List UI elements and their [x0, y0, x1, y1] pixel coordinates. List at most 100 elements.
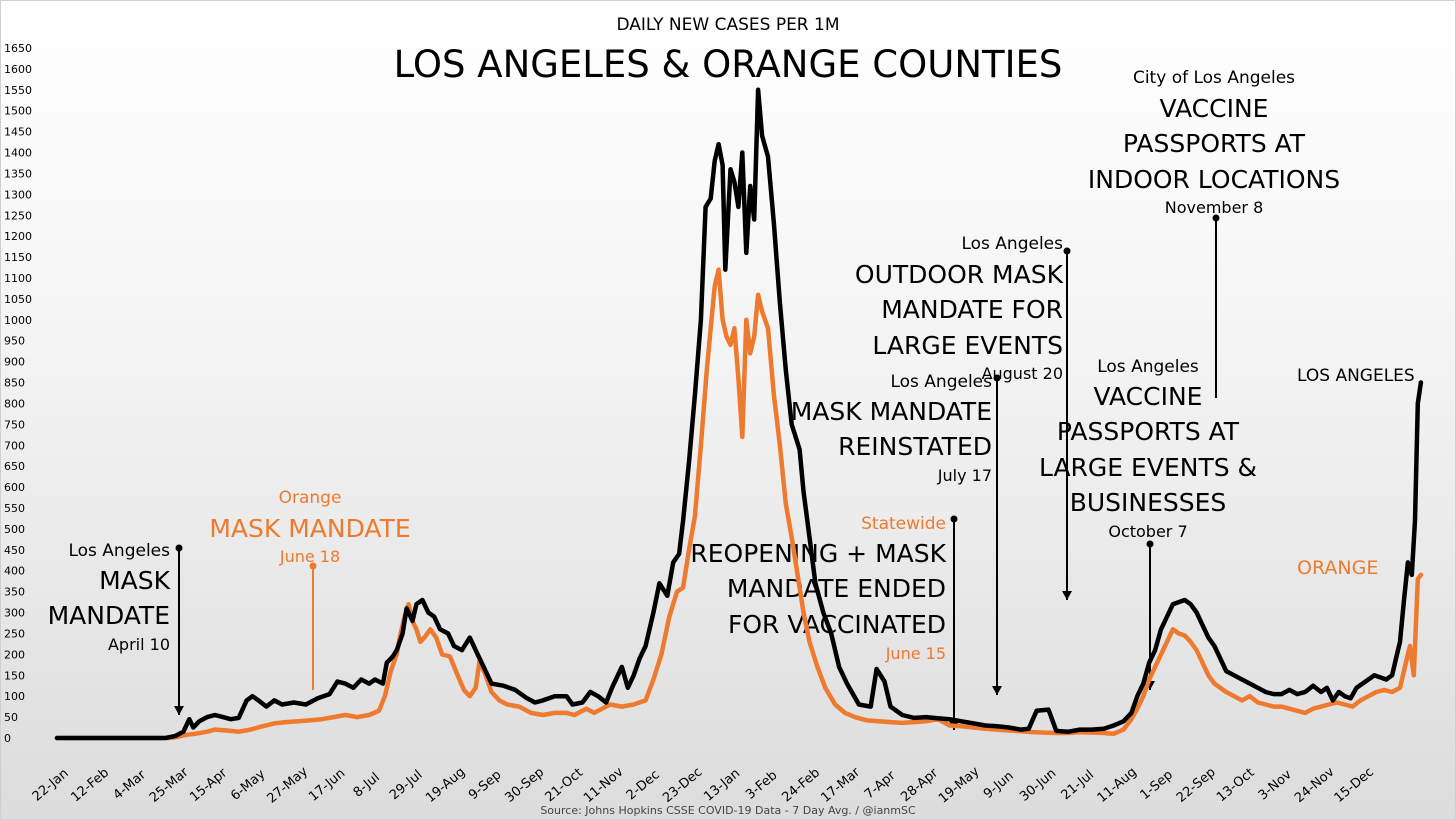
annotation-a3: REOPENING + MASK MANDATE ENDED FOR VACCINA… [690, 515, 959, 730]
y-axis: 0 50 100 150 200 250 300 350 400 450 500 550 600 650 7… [4, 42, 32, 745]
x-tick-label: 7-Apr [862, 768, 899, 803]
annotation-dot [309, 562, 317, 570]
y-tick-label: 1550 [4, 84, 32, 97]
annotation-date: June 18 [279, 547, 340, 566]
annotation-headline: INDOOR LOCATIONS [1088, 165, 1340, 194]
x-tick-label: 17-Mar [818, 764, 863, 805]
y-tick-label: 1650 [4, 42, 32, 55]
series-label-orange: ORANGE [1297, 557, 1378, 579]
annotation-location: Orange [279, 488, 342, 508]
annotation-headline: REINSTATED [838, 432, 992, 461]
x-tick-label: 1-Sep [1138, 768, 1176, 804]
chart-title: LOS ANGELES & ORANGE COUNTIES [394, 43, 1063, 86]
x-tick-label: 25-Mar [147, 764, 192, 805]
annotation-headline: VACCINE [1160, 94, 1269, 123]
y-tick-label: 1200 [4, 230, 32, 243]
x-tick-label: 8-Jul [351, 770, 383, 800]
annotation-headline: MANDATE ENDED [727, 574, 946, 603]
annotation-a6: Los Angeles VACCINE PASSPORTS AT LARGE EVEN… [1039, 357, 1257, 690]
annotation-a5: Los Angeles OUTDOOR MASK MANDATE FOR LARGE … [855, 234, 1072, 600]
y-tick-label: 650 [4, 460, 25, 473]
annotation-arrowhead [992, 686, 1002, 695]
y-tick-label: 400 [4, 565, 25, 578]
y-tick-label: 1050 [4, 293, 32, 306]
annotation-headline: MASK [99, 566, 171, 595]
annotation-location: Los Angeles [890, 372, 992, 392]
x-tick-label: 30-Sep [502, 765, 547, 806]
y-tick-label: 750 [4, 418, 25, 431]
y-tick-label: 100 [4, 690, 25, 703]
y-tick-label: 450 [4, 544, 25, 557]
x-tick-label: 15-Apr [187, 765, 230, 805]
x-tick-label: 21-Jul [1059, 767, 1097, 803]
annotation-arrowhead [174, 706, 184, 715]
annotation-headline: REOPENING + MASK [690, 539, 946, 568]
y-tick-label: 950 [4, 335, 25, 348]
x-tick-label: 21-Oct [543, 765, 586, 805]
y-tick-label: 1350 [4, 167, 32, 180]
annotation-a4: Los Angeles MASK MANDATE REINSTATED July 17 [791, 372, 1002, 695]
annotation-date: October 7 [1108, 522, 1187, 541]
x-tick-label: 13-Jan [701, 766, 743, 804]
y-tick-label: 200 [4, 648, 25, 661]
x-tick-label: 24-Nov [1292, 764, 1338, 806]
y-tick-label: 1300 [4, 188, 32, 201]
annotation-location: Los Angeles [1097, 357, 1199, 377]
series-lines [54, 87, 1424, 741]
annotation-location: Los Angeles [68, 541, 170, 561]
y-tick-label: 0 [4, 732, 11, 745]
annotation-headline: BUSINESSES [1070, 488, 1227, 517]
annotations: Los Angeles MASK MANDATE April 10 Orange MASK… [48, 68, 1340, 730]
y-tick-label: 350 [4, 586, 25, 599]
annotation-arrowhead [1062, 591, 1072, 600]
x-tick-label: 11-Nov [581, 764, 627, 806]
annotation-a1: Los Angeles MASK MANDATE April 10 [48, 541, 184, 715]
y-tick-label: 500 [4, 523, 25, 536]
annotation-headline: OUTDOOR MASK [855, 260, 1064, 289]
x-tick-label: 12-Feb [68, 765, 112, 805]
y-tick-label: 700 [4, 439, 25, 452]
y-tick-label: 600 [4, 481, 25, 494]
annotation-date: April 10 [108, 635, 170, 654]
source-note: Source: Johns Hopkins CSSE COVID-19 Data… [540, 804, 916, 817]
y-tick-label: 850 [4, 377, 25, 390]
x-tick-label: 4-Mar [111, 767, 150, 803]
annotation-headline: MASK MANDATE [209, 514, 410, 543]
annotation-headline: FOR VACCINATED [728, 610, 946, 639]
x-tick-label: 22-Sep [1174, 765, 1219, 806]
y-tick-label: 250 [4, 627, 25, 640]
x-tick-label: 28-Apr [898, 765, 941, 805]
y-tick-label: 900 [4, 356, 25, 369]
x-tick-label: 17-Jun [306, 766, 348, 805]
annotation-a7: City of Los Angeles VACCINE PASSPORTS AT IN… [1088, 68, 1340, 398]
annotation-date: November 8 [1165, 198, 1264, 217]
y-tick-label: 50 [4, 711, 18, 724]
series-line-los-angeles [54, 87, 1424, 741]
annotation-a2: Orange MASK MANDATE June 18 [209, 488, 411, 690]
y-tick-label: 1600 [4, 63, 32, 76]
annotation-dot [993, 374, 1001, 382]
x-tick-label: 3-Feb [743, 768, 780, 803]
y-tick-label: 1150 [4, 251, 32, 264]
annotation-headline: PASSPORTS AT [1123, 129, 1306, 158]
annotation-location: Los Angeles [961, 234, 1063, 254]
annotation-date: August 20 [982, 364, 1063, 383]
annotation-location: Statewide [861, 514, 946, 534]
annotation-location: City of Los Angeles [1133, 68, 1295, 88]
annotation-headline: PASSPORTS AT [1057, 417, 1240, 446]
x-tick-label: 24-Feb [779, 765, 823, 805]
annotation-dot [175, 544, 183, 552]
y-tick-label: 1400 [4, 147, 32, 160]
annotation-headline: MASK MANDATE [791, 397, 992, 426]
x-tick-label: 13-Oct [1214, 765, 1257, 805]
x-tick-label: 30-Jun [1017, 766, 1059, 805]
annotation-date: June 15 [885, 644, 946, 663]
annotation-dot [950, 515, 958, 523]
annotation-a3b: Statewide June 15 [861, 514, 946, 663]
annotation-dot [1212, 214, 1220, 222]
y-tick-label: 800 [4, 397, 25, 410]
y-tick-label: 1100 [4, 272, 32, 285]
y-tick-label: 1250 [4, 209, 32, 222]
x-tick-label: 19-Aug [423, 765, 468, 806]
